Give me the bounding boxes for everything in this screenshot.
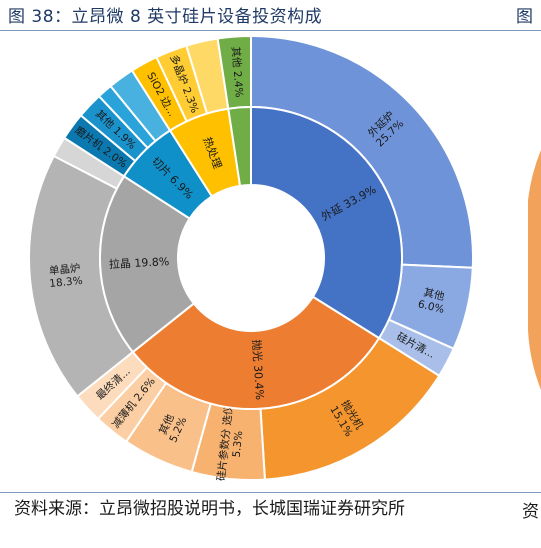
inner-slice-2	[99, 174, 196, 354]
inner-slice-0	[250, 105, 403, 340]
source-note: 资料来源：立昂微招股说明书，长城国瑞证券研究所	[14, 499, 405, 519]
next-source-fragment: 资	[522, 502, 539, 522]
outer-label-17: 其他 2.4%	[229, 46, 246, 98]
inner-label-2: 拉晶 19.8%	[109, 254, 170, 271]
source-bar: 资料来源：立昂微招股说明书，长城国瑞证券研究所 资	[0, 492, 541, 548]
center-hole	[179, 186, 323, 330]
outer-label-8: 单晶炉18.3%	[48, 262, 84, 290]
sunburst-svg: 外延炉25.7%其他6.0%硅片清...抛光机15.1%硅片参数分 选仪5.3%…	[28, 34, 541, 482]
figure-title-bar: 图 38：立昂微 8 英寸硅片设备投资构成 图	[0, 0, 541, 31]
figure-title: 图 38：立昂微 8 英寸硅片设备投资构成	[8, 7, 323, 27]
next-figure-chart-fragment	[528, 150, 541, 390]
inner-slice-5	[227, 105, 252, 187]
inner-slice-1	[131, 295, 381, 410]
inner-label-1: 抛光 30.4%	[250, 339, 267, 400]
outer-label-1: 其他6.0%	[417, 285, 449, 316]
next-figure-title-fragment: 图	[516, 7, 533, 27]
sunburst-chart: 外延炉25.7% 其他6.0% 硅片清... 抛光机15.1% 硅片参数分 选仪5.3%…	[0, 30, 541, 490]
